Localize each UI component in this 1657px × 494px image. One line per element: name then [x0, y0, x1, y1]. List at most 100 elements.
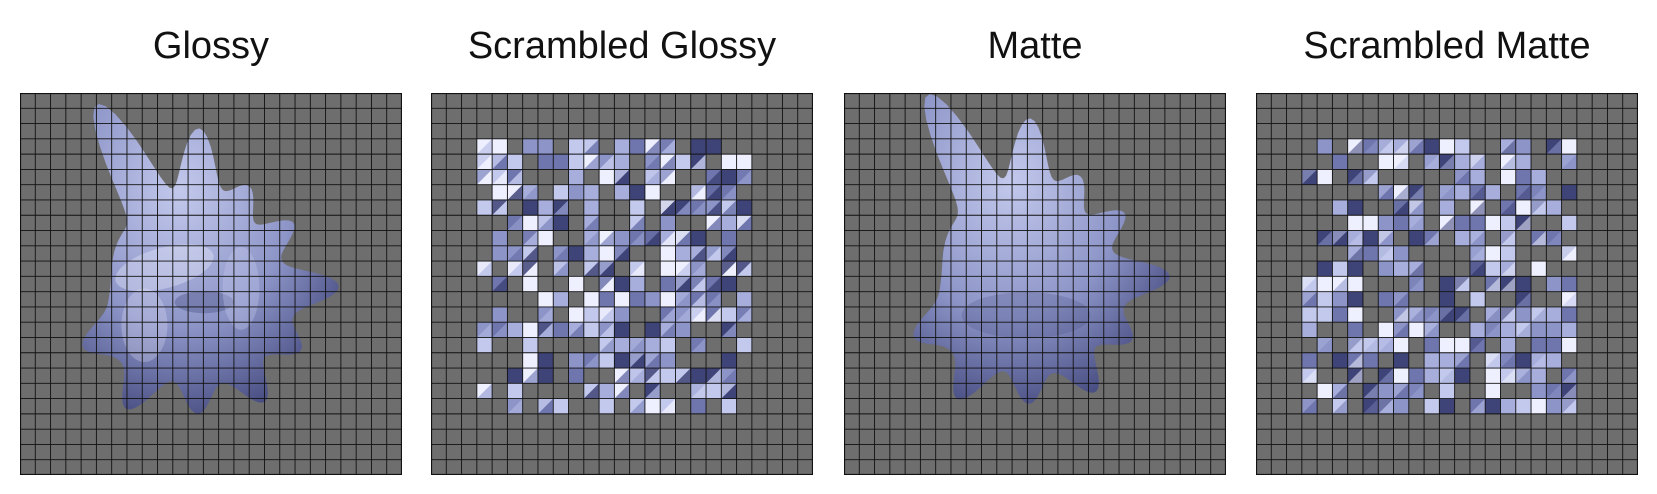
tile: [1561, 337, 1577, 353]
tile: [736, 154, 752, 170]
tile: [1424, 398, 1440, 414]
scrambled-tiles: [1301, 138, 1577, 414]
tile: [690, 368, 707, 384]
tile: [1454, 337, 1470, 353]
tile: [629, 276, 645, 292]
tile: [1362, 215, 1379, 231]
tile: [1347, 291, 1363, 307]
tile: [1362, 245, 1379, 262]
tile: [721, 352, 737, 369]
tile: [1454, 138, 1470, 155]
tile: [599, 245, 615, 262]
tile: [629, 138, 645, 155]
tile: [537, 352, 554, 369]
tile: [537, 230, 554, 246]
tile: [583, 245, 600, 262]
tile: [1347, 215, 1363, 231]
panel-title: Scrambled Matte: [1303, 25, 1591, 67]
tile: [660, 368, 676, 384]
panel-title: Glossy: [152, 25, 270, 67]
tile: [492, 245, 508, 262]
tile: [1515, 154, 1532, 170]
tile: [644, 398, 661, 414]
tile: [644, 184, 661, 200]
tile: [1469, 169, 1486, 185]
tile: [1317, 383, 1333, 399]
tile: [1515, 138, 1532, 155]
tile: [1485, 215, 1501, 231]
tile: [1301, 306, 1318, 323]
tile: [1561, 306, 1577, 323]
tile: [675, 245, 691, 262]
grid-lines: [844, 93, 1226, 475]
tile: [476, 337, 493, 353]
tile: [1408, 230, 1425, 246]
tile: [629, 199, 645, 216]
tile: [537, 154, 554, 170]
tile: [1531, 368, 1547, 384]
tile: [599, 398, 615, 414]
tile: [644, 337, 661, 353]
tile: [1424, 138, 1440, 155]
tile: [1439, 383, 1455, 399]
tile: [1500, 322, 1516, 338]
tile: [522, 138, 538, 155]
tile: [1561, 184, 1577, 200]
tile: [1531, 261, 1547, 277]
tile: [1531, 398, 1547, 414]
tile: [568, 306, 584, 323]
panel-glossy: Glossy: [20, 0, 402, 494]
tile: [553, 184, 569, 200]
panel-title: Matte: [987, 25, 1083, 67]
scrambled-matte-image: [1256, 93, 1638, 475]
tile: [1515, 306, 1532, 323]
tile: [522, 215, 538, 231]
tile: [583, 322, 600, 338]
tile: [1485, 245, 1501, 262]
tile: [1561, 276, 1577, 292]
tile: [1515, 199, 1532, 216]
tile: [1317, 306, 1333, 323]
tile: [1561, 138, 1577, 155]
tile: [568, 138, 584, 155]
tile: [568, 184, 584, 200]
tile: [690, 138, 707, 155]
tile: [1454, 184, 1470, 200]
tile: [1546, 199, 1562, 216]
tile: [1393, 352, 1409, 369]
tile: [599, 291, 615, 307]
tile: [1439, 291, 1455, 307]
tile: [1561, 322, 1577, 338]
panel-title: Scrambled Glossy: [467, 25, 777, 67]
tile: [1332, 306, 1348, 323]
tile: [614, 184, 630, 200]
tile: [721, 306, 737, 323]
tile: [1393, 368, 1409, 384]
tile: [522, 322, 538, 338]
tile: [690, 398, 707, 414]
tile: [614, 291, 630, 307]
tile: [1393, 337, 1409, 353]
tile: [522, 352, 538, 369]
tile: [568, 154, 584, 170]
tile: [706, 383, 722, 399]
tile: [1347, 199, 1363, 216]
tile: [507, 322, 523, 338]
tile: [1378, 322, 1394, 338]
tile: [1485, 383, 1501, 399]
grid-lines: [20, 93, 402, 475]
tile: [1378, 291, 1394, 307]
tile: [1424, 368, 1440, 384]
panel-scrambled-matte: Scrambled Matte: [1256, 0, 1638, 494]
tile: [1500, 169, 1516, 185]
tile: [675, 154, 691, 170]
tile: [629, 184, 645, 200]
tile: [583, 199, 600, 216]
tile: [537, 138, 554, 155]
tile: [1546, 398, 1562, 414]
tile: [690, 230, 707, 246]
tile: [721, 154, 737, 170]
tile: [522, 199, 538, 216]
tile: [1515, 352, 1532, 369]
tile: [507, 383, 523, 399]
